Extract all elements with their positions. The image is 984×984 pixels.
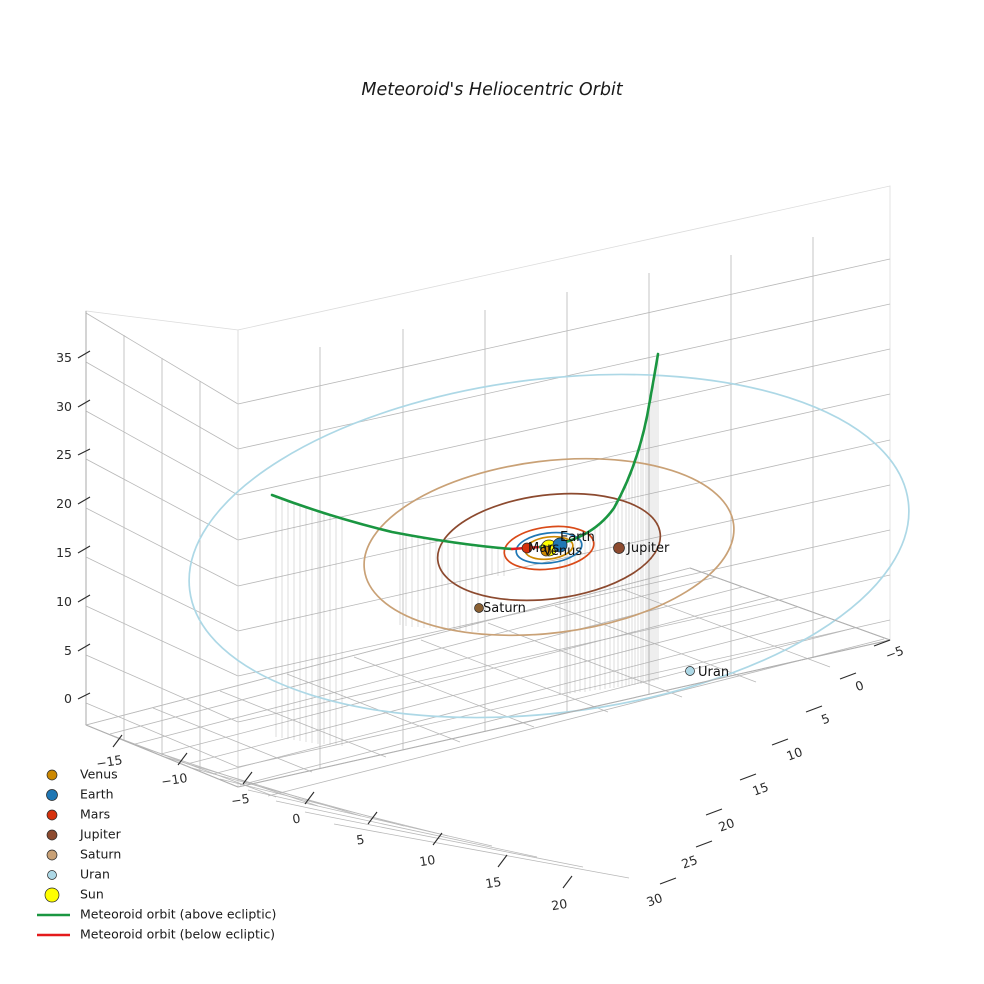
y-tick-label: 15	[750, 779, 770, 799]
x-tick-label: 15	[484, 874, 502, 891]
x-tick-label: 10	[418, 852, 436, 869]
body-label-uran: Uran	[698, 665, 729, 680]
orbit-saturn	[363, 457, 735, 637]
z-tick-label: 10	[56, 594, 72, 609]
x-tick-label: 25	[679, 852, 699, 872]
x-tick-label: 30	[644, 890, 664, 910]
body-label-jupiter: Jupiter	[626, 541, 670, 556]
z-tick-labels: 35 30 25 20 15 10 5 0	[56, 350, 72, 706]
meteoroid-path-above-ecliptic-outgoing	[538, 352, 660, 549]
legend-item-sun[interactable]: Sun	[44, 887, 104, 903]
body-marker-mars	[521, 542, 533, 554]
orbit-mars	[503, 525, 595, 571]
z-axis	[77, 311, 91, 725]
legend-item-uran[interactable]: Uran	[47, 867, 110, 882]
legend-item-venus[interactable]: Venus	[46, 767, 118, 782]
y-tick-label: 10	[784, 744, 804, 764]
body-marker-venus	[540, 545, 552, 557]
body-label-earth: Earth	[560, 530, 595, 545]
body-marker-earth	[552, 537, 568, 553]
legend-label-jupiter: Jupiter	[79, 827, 122, 842]
x-tick-label: 5	[355, 832, 365, 848]
x-tick-label: −5	[230, 791, 251, 809]
x-tick-label: 0	[291, 811, 301, 827]
x-tick-label: −15	[95, 752, 123, 771]
x-axis	[85, 639, 891, 889]
pane-grid-back	[237, 185, 891, 788]
legend-label-sun: Sun	[80, 887, 104, 902]
legend-label-above-ecliptic: Meteoroid orbit (above ecliptic)	[80, 907, 276, 922]
solar-system-body-labels: Mars Venus Earth Jupiter Saturn Uran	[483, 530, 729, 680]
legend-marker-jupiter	[46, 829, 58, 841]
y-tick-labels: −5 0 5 10 15 20	[716, 643, 905, 835]
y-tick-label: −5	[883, 643, 905, 663]
legend-label-earth: Earth	[80, 787, 114, 802]
x-tick-label: 20	[550, 896, 568, 913]
z-tick-label: 5	[64, 643, 72, 658]
legend-item-mars[interactable]: Mars	[46, 807, 110, 822]
legend-label-saturn: Saturn	[80, 847, 121, 862]
page-title: Meteoroid's Heliocentric Orbit	[361, 80, 623, 100]
legend-marker-earth	[46, 789, 58, 801]
legend-item-saturn[interactable]: Saturn	[46, 847, 121, 862]
orbit-jupiter	[436, 492, 662, 602]
legend-item-earth[interactable]: Earth	[46, 787, 114, 802]
orbit-earth	[515, 531, 583, 565]
x-tick-label: −10	[160, 770, 188, 789]
legend-label-uran: Uran	[80, 867, 110, 882]
legend-marker-sun	[44, 887, 60, 903]
legend-item-meteoroid-above-ecliptic[interactable]: Meteoroid orbit (above ecliptic)	[37, 907, 276, 922]
z-tick-label: 15	[56, 545, 72, 560]
legend-label-venus: Venus	[80, 767, 118, 782]
solar-system-bodies	[474, 537, 695, 676]
z-tick-label: 25	[56, 447, 72, 462]
pane-grid-left	[85, 310, 239, 788]
body-label-mars: Mars	[528, 541, 560, 556]
body-label-saturn: Saturn	[483, 601, 526, 616]
x-tick-labels: −15 −10 −5 0 5 10 15 20 25 30	[95, 752, 699, 913]
legend-marker-saturn	[46, 849, 58, 861]
z-tick-label: 20	[56, 496, 72, 511]
y-tick-label: 20	[716, 815, 736, 835]
legend-marker-venus	[46, 769, 58, 781]
legend: Venus Earth Mars Jupiter Saturn Uran	[37, 767, 276, 942]
meteoroid-path-above-ecliptic-incoming	[270, 493, 514, 551]
y-tick-label: 5	[819, 710, 832, 727]
body-marker-saturn	[474, 603, 484, 613]
legend-label-mars: Mars	[80, 807, 110, 822]
z-tick-label: 35	[56, 350, 72, 365]
legend-label-below-ecliptic: Meteoroid orbit (below ecliptic)	[80, 927, 275, 942]
legend-marker-mars	[46, 809, 58, 821]
y-axis	[689, 567, 891, 816]
body-marker-uran	[685, 666, 695, 676]
z-tick-label: 0	[64, 691, 72, 706]
trajectory-droplines	[275, 354, 659, 746]
legend-item-jupiter[interactable]: Jupiter	[46, 827, 122, 842]
body-marker-jupiter	[613, 542, 625, 554]
legend-marker-uran	[47, 870, 57, 880]
z-tick-label: 30	[56, 399, 72, 414]
legend-item-meteoroid-below-ecliptic[interactable]: Meteoroid orbit (below ecliptic)	[37, 927, 275, 942]
y-tick-label: 0	[853, 677, 866, 694]
body-label-venus: Venus	[543, 544, 582, 559]
